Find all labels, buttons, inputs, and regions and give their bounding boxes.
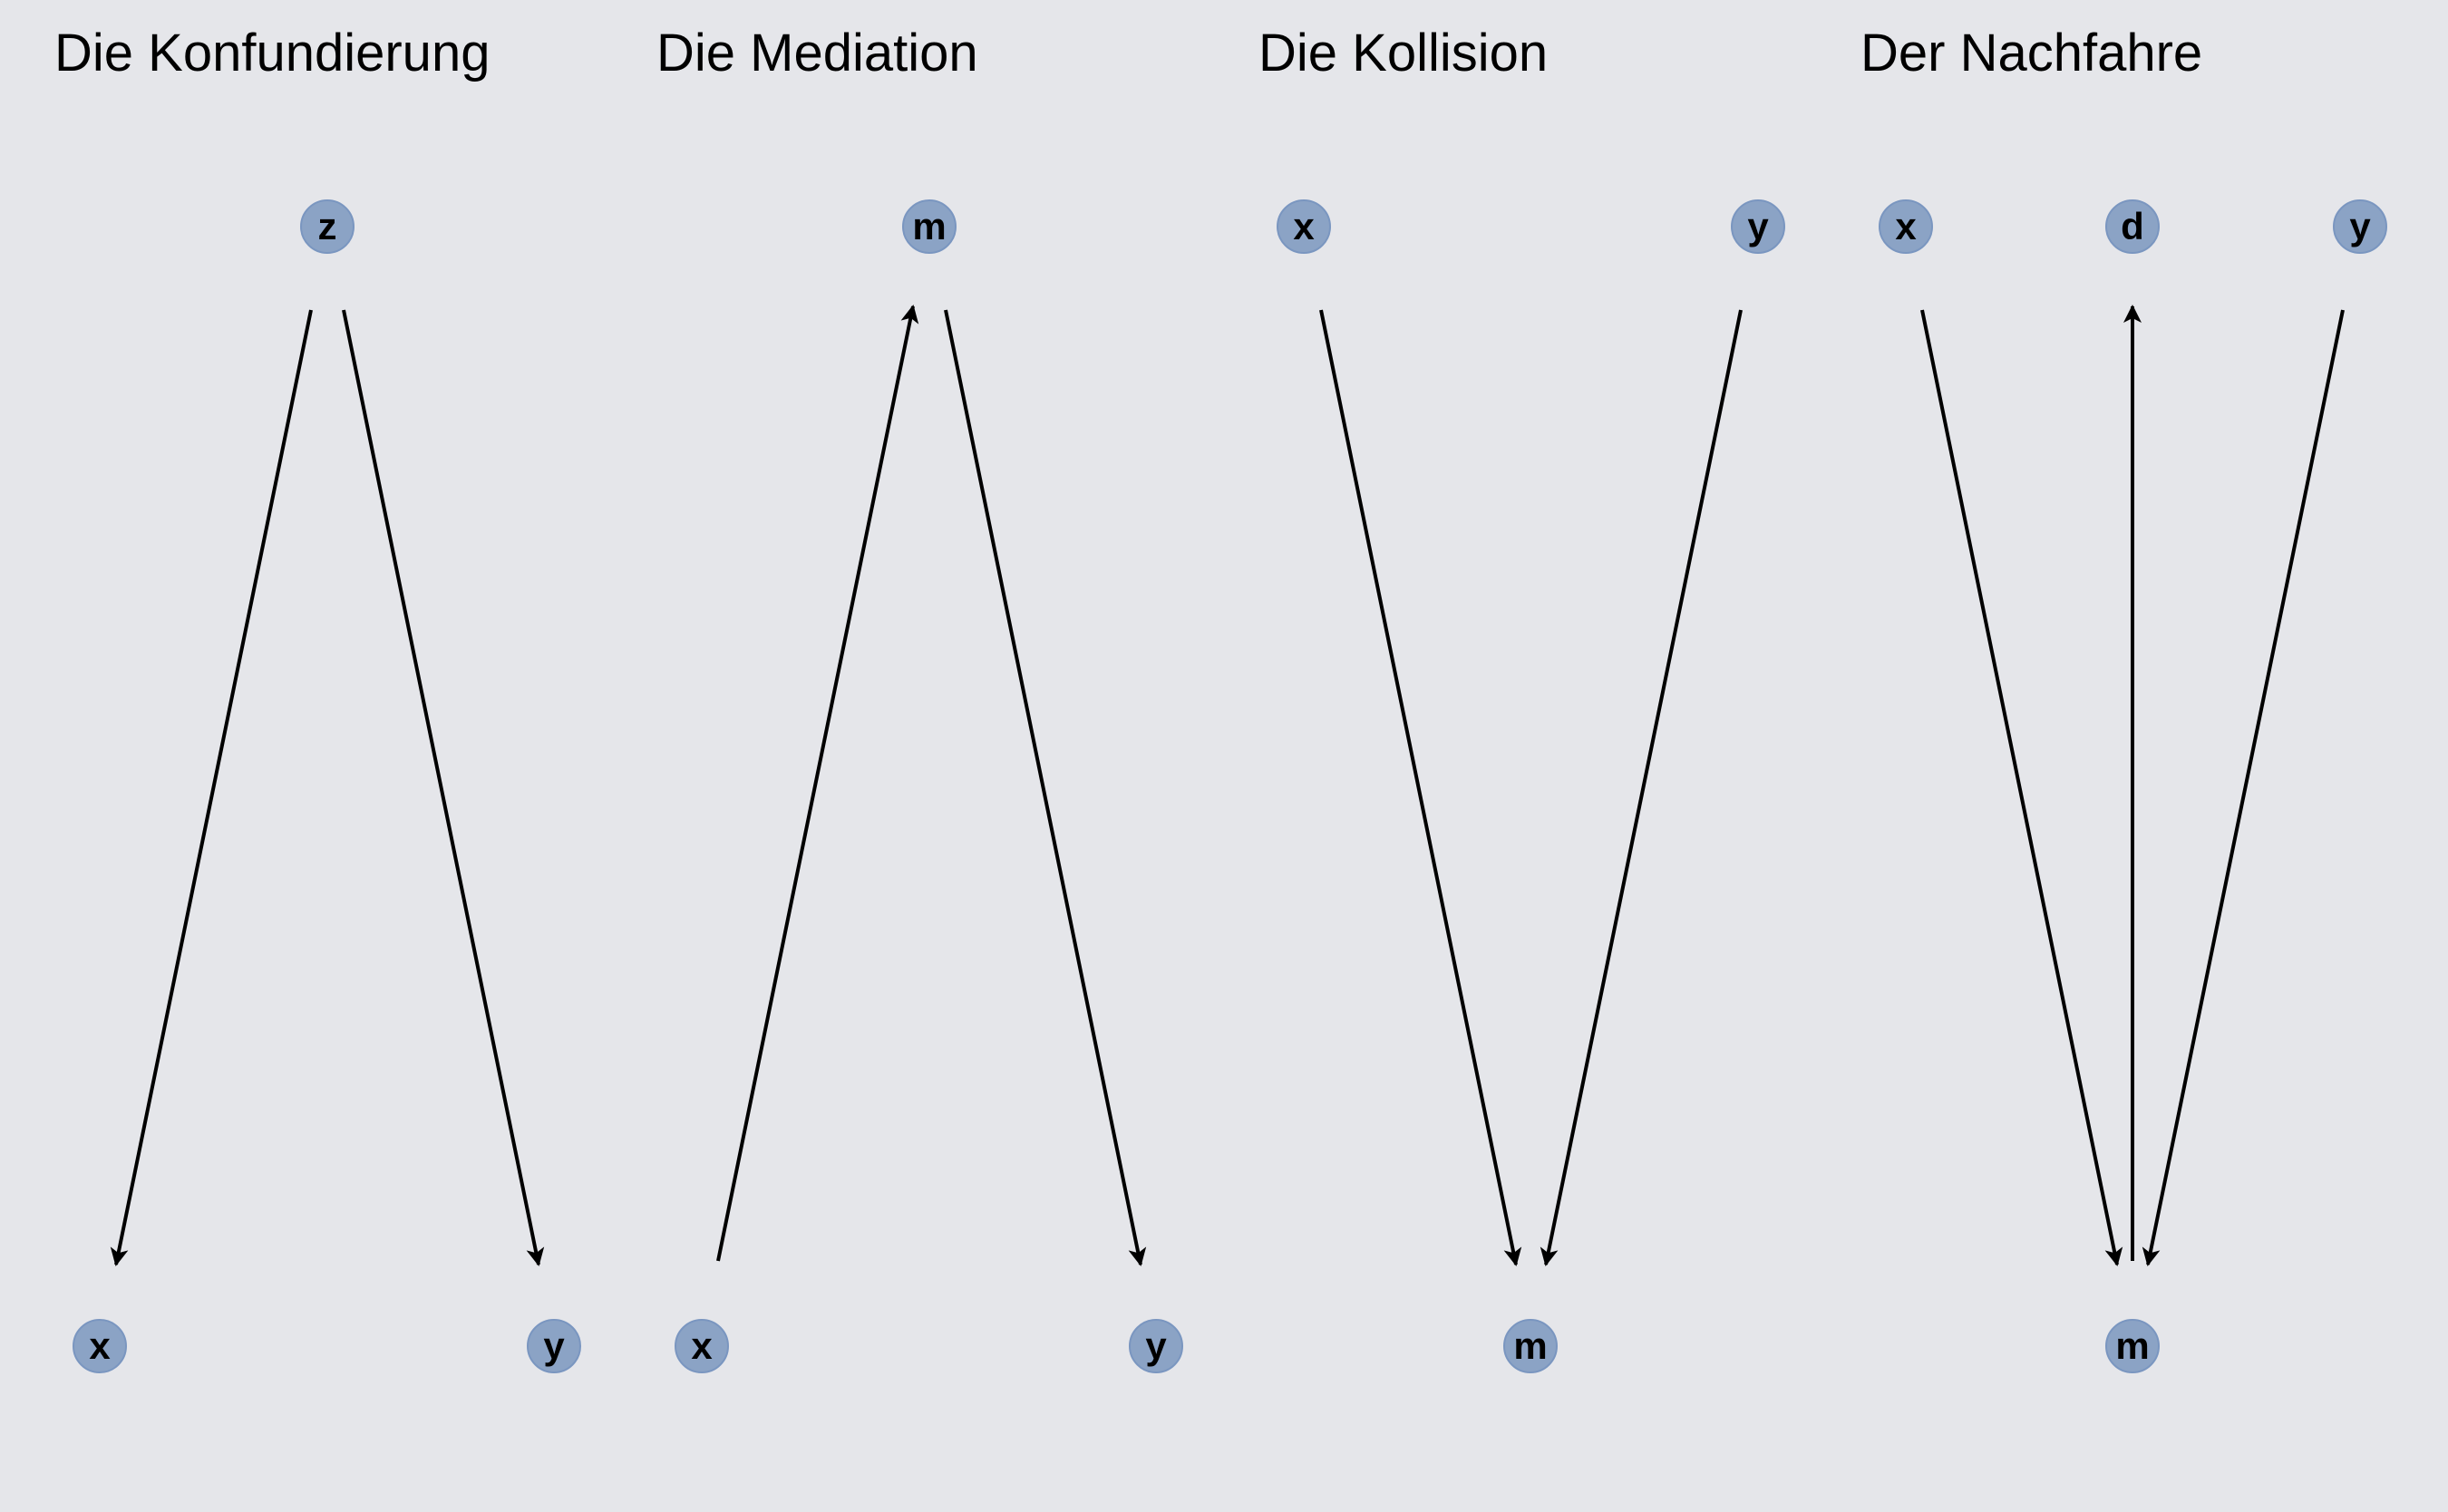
panel-title-mediation: Die Mediation <box>656 24 978 82</box>
edge-x-to-m <box>716 305 919 1262</box>
node-m: m <box>2105 1319 2160 1373</box>
node-z: z <box>300 199 355 254</box>
edge-y-to-m <box>2142 309 2345 1266</box>
panel-title-descendant: Der Nachfahre <box>1860 24 2203 82</box>
edge-x-to-m <box>1920 309 2123 1266</box>
node-y: y <box>2333 199 2387 254</box>
edge-y-to-m <box>1540 309 1743 1266</box>
panel-title-confounding: Die Konfundierung <box>54 24 491 82</box>
node-m: m <box>902 199 957 254</box>
node-x: x <box>1277 199 1331 254</box>
panel-title-collider: Die Kollision <box>1258 24 1549 82</box>
node-d: d <box>2105 199 2160 254</box>
node-x: x <box>1879 199 1933 254</box>
node-y: y <box>1731 199 1785 254</box>
node-m: m <box>1503 1319 1558 1373</box>
node-x: x <box>675 1319 729 1373</box>
node-y: y <box>527 1319 581 1373</box>
node-x: x <box>73 1319 127 1373</box>
edge-x-to-m <box>1319 309 1522 1266</box>
edge-m-to-y <box>944 309 1147 1266</box>
edge-z-to-x <box>110 309 313 1266</box>
edge-z-to-y <box>342 309 545 1266</box>
node-y: y <box>1129 1319 1183 1373</box>
